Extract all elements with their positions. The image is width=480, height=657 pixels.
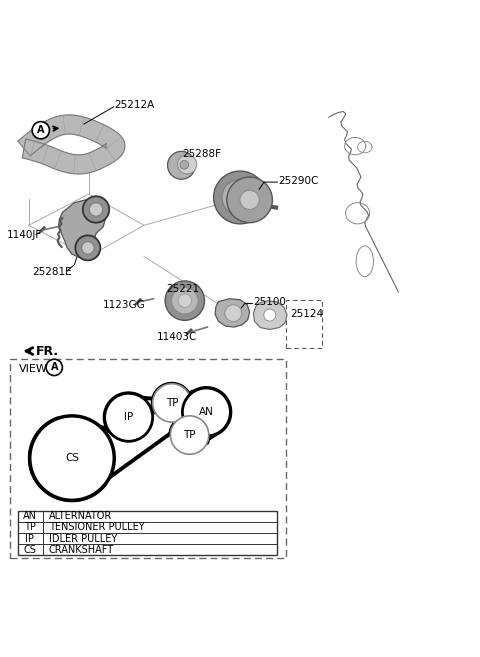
Ellipse shape: [168, 151, 195, 179]
Text: A: A: [37, 125, 45, 135]
Ellipse shape: [178, 294, 192, 307]
Text: CRANKSHAFT: CRANKSHAFT: [49, 545, 114, 555]
Text: 25100: 25100: [253, 297, 286, 307]
Polygon shape: [253, 301, 287, 329]
Polygon shape: [59, 200, 106, 258]
Text: 25221: 25221: [166, 284, 199, 294]
Ellipse shape: [172, 288, 198, 314]
Polygon shape: [215, 299, 250, 327]
Text: 25290C: 25290C: [278, 175, 319, 186]
Ellipse shape: [153, 384, 191, 422]
Circle shape: [32, 122, 49, 139]
Text: AN: AN: [199, 407, 214, 417]
Text: AN: AN: [23, 511, 37, 522]
Ellipse shape: [30, 416, 114, 501]
FancyBboxPatch shape: [10, 359, 286, 558]
Text: 1140JF: 1140JF: [6, 230, 42, 240]
Ellipse shape: [222, 179, 258, 215]
Text: 25212A: 25212A: [114, 101, 155, 110]
Text: 25281E: 25281E: [32, 267, 72, 277]
Polygon shape: [18, 115, 125, 174]
Ellipse shape: [264, 309, 276, 321]
Text: TP: TP: [166, 398, 178, 408]
Text: ALTERNATOR: ALTERNATOR: [49, 511, 112, 522]
Ellipse shape: [227, 177, 273, 223]
Ellipse shape: [180, 160, 189, 169]
Ellipse shape: [225, 305, 242, 321]
Text: TP: TP: [183, 430, 196, 440]
Ellipse shape: [165, 281, 204, 321]
Text: IP: IP: [25, 533, 34, 543]
Text: A: A: [50, 363, 58, 373]
Ellipse shape: [105, 394, 153, 442]
Ellipse shape: [178, 155, 197, 174]
Ellipse shape: [89, 203, 103, 216]
Ellipse shape: [75, 235, 100, 260]
Text: TP: TP: [24, 522, 36, 532]
Ellipse shape: [170, 416, 209, 454]
Text: CS: CS: [65, 453, 79, 463]
Text: 25288F: 25288F: [182, 148, 221, 159]
Text: 1123GG: 1123GG: [102, 300, 145, 311]
Ellipse shape: [182, 388, 230, 436]
Text: 11403C: 11403C: [156, 332, 197, 342]
Bar: [18, 511, 277, 555]
Text: IP: IP: [124, 413, 133, 422]
Text: IDLER PULLEY: IDLER PULLEY: [49, 533, 117, 543]
Ellipse shape: [82, 242, 94, 254]
Ellipse shape: [83, 196, 109, 223]
Text: TENSIONER PULLEY: TENSIONER PULLEY: [49, 522, 144, 532]
Text: 25124: 25124: [290, 309, 324, 319]
Ellipse shape: [240, 191, 259, 210]
Text: FR.: FR.: [36, 344, 59, 357]
Circle shape: [46, 359, 62, 376]
Text: VIEW: VIEW: [19, 363, 48, 374]
Text: CS: CS: [24, 545, 36, 555]
Ellipse shape: [214, 171, 266, 224]
